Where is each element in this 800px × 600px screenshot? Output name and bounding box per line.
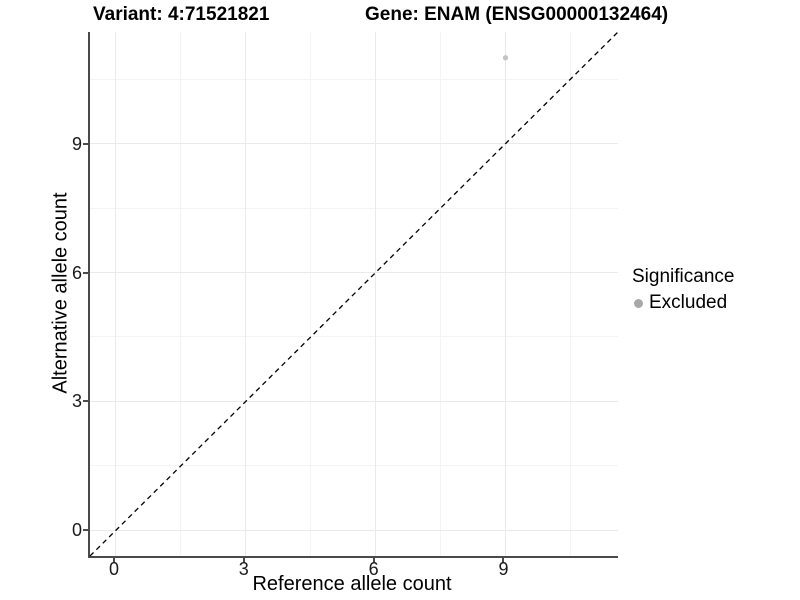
y-tick-mark <box>83 271 88 274</box>
major-gridline-vertical <box>504 32 506 556</box>
minor-gridline-vertical <box>440 32 442 556</box>
y-tick-label: 3 <box>71 391 82 412</box>
x-tick-mark <box>502 558 505 563</box>
x-tick-mark <box>242 558 245 563</box>
minor-gridline-vertical <box>569 32 571 556</box>
minor-gridline-horizontal <box>90 78 618 80</box>
legend-label: Excluded <box>649 292 728 313</box>
legend-item: Excluded <box>632 292 734 314</box>
legend: Significance Excluded <box>632 266 734 314</box>
minor-gridline-vertical <box>310 32 312 556</box>
plot-panel <box>88 31 619 558</box>
x-tick-label: 6 <box>368 559 379 579</box>
minor-gridline-horizontal <box>90 207 618 209</box>
major-gridline-horizontal <box>90 143 618 145</box>
major-gridline-vertical <box>115 32 117 556</box>
major-gridline-vertical <box>375 32 377 556</box>
identity-line <box>89 31 619 557</box>
major-gridline-horizontal <box>90 529 618 531</box>
legend-title: Significance <box>632 266 735 287</box>
y-tick-mark <box>83 142 88 145</box>
x-tick-mark <box>372 558 375 563</box>
x-axis-title: Reference allele count <box>252 573 452 595</box>
minor-gridline-horizontal <box>90 336 618 338</box>
y-tick-label: 6 <box>71 262 82 283</box>
y-axis-title: Alternative allele count <box>49 192 72 394</box>
x-tick-label: 0 <box>108 559 119 579</box>
minor-gridline-vertical <box>180 32 182 556</box>
y-tick-label: 0 <box>71 520 82 541</box>
major-gridline-horizontal <box>90 272 618 274</box>
x-tick-mark <box>112 558 115 563</box>
plot-title-gene: Gene: ENAM (ENSG00000132464) <box>365 4 669 25</box>
legend-items: Excluded <box>632 292 734 314</box>
plot-drawing <box>89 31 619 557</box>
minor-gridline-horizontal <box>90 465 618 467</box>
major-gridline-horizontal <box>90 400 618 402</box>
y-tick-mark <box>83 400 88 403</box>
x-tick-label: 3 <box>238 559 249 579</box>
y-tick-label: 9 <box>71 133 82 154</box>
x-tick-label: 9 <box>498 559 509 579</box>
data-point <box>502 55 509 61</box>
major-gridline-vertical <box>245 32 247 556</box>
y-tick-mark <box>83 529 88 532</box>
plot-title-variant: Variant: 4:71521821 <box>93 4 270 25</box>
legend-point-icon <box>634 298 643 308</box>
